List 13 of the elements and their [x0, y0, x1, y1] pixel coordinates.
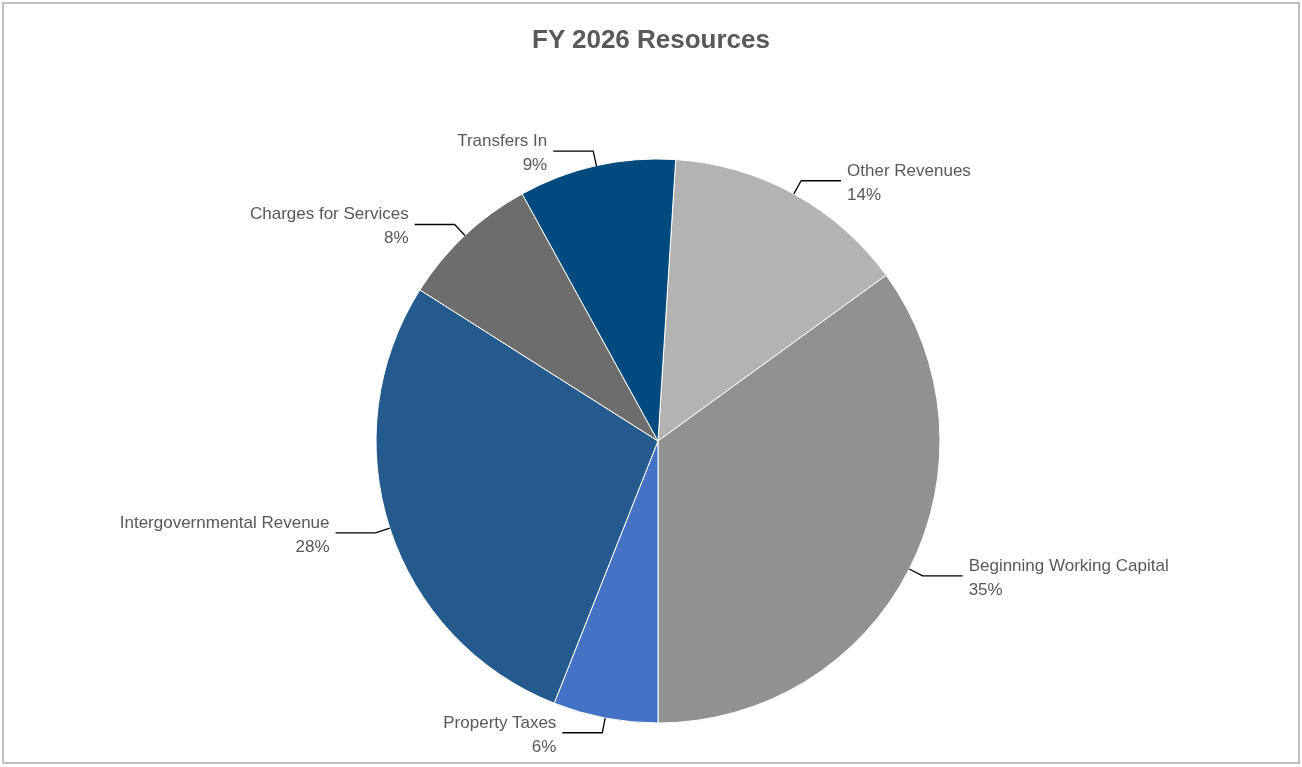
data-label: 14%	[847, 184, 882, 204]
slice-label: Property Taxes	[443, 712, 557, 732]
slice-label: Intergovernmental Revenue	[119, 512, 330, 532]
data-label: 8%	[384, 228, 409, 248]
slice-label: Charges for Services	[249, 204, 409, 224]
data-label: 28%	[295, 536, 330, 556]
data-label: 9%	[522, 155, 548, 175]
data-label: 6%	[531, 736, 557, 756]
slice-label: Beginning Working Capital	[968, 555, 1169, 575]
data-label: 35%	[968, 579, 1003, 599]
slice-label: Other Revenues	[847, 160, 971, 180]
chart-title: FY 2026 Resources	[532, 24, 770, 54]
slice-label: Transfers In	[457, 131, 548, 151]
